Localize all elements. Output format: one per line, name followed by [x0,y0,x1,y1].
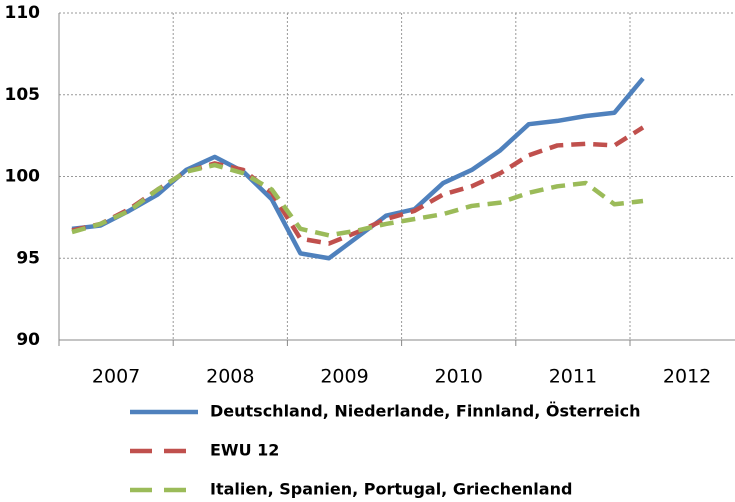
x-tick-label: 2012 [663,366,711,388]
legend-label: Italien, Spanien, Portugal, Griechenland [210,480,572,499]
series-line [71,162,644,238]
x-tick-label: 2009 [320,366,368,388]
y-tick-label: 110 [5,3,41,23]
legend-label: Deutschland, Niederlande, Finnland, Öste… [210,402,640,421]
series-line [71,76,645,261]
y-tick-label: 95 [16,248,40,268]
x-tick-label: 2007 [92,366,140,388]
x-tick-label: 2011 [549,366,597,388]
x-tick-label: 2008 [206,366,254,388]
x-tick-label: 2010 [435,366,483,388]
y-tick-label: 100 [5,167,41,187]
y-tick-label: 90 [16,330,40,350]
series-line [71,125,645,246]
y-tick-label: 105 [5,85,41,105]
legend-label: EWU 12 [210,441,279,460]
